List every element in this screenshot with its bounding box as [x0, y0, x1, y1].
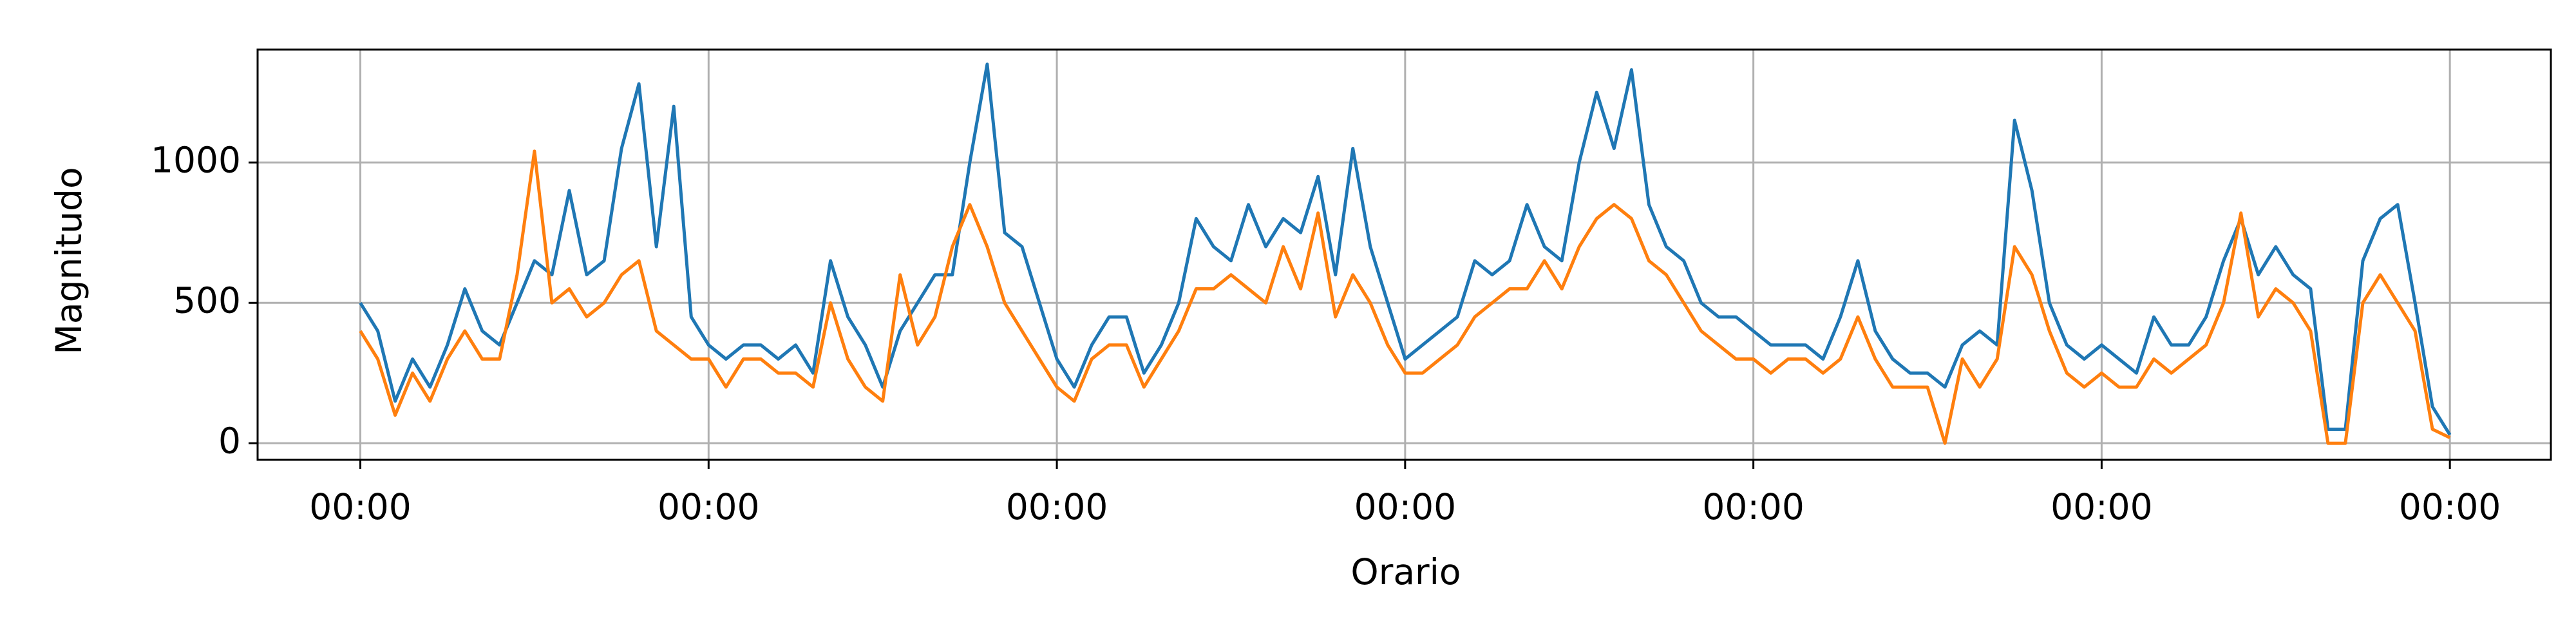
x-tick-label: 00:00 — [2399, 486, 2501, 527]
y-tick-label: 1000 — [151, 139, 241, 180]
x-tick-label: 00:00 — [1006, 486, 1108, 527]
x-axis-label: Orario — [1350, 551, 1461, 592]
x-tick-label: 00:00 — [2050, 486, 2153, 527]
x-tick-label: 00:00 — [309, 486, 412, 527]
y-tick-label: 0 — [218, 420, 241, 461]
series-line — [359, 149, 2451, 445]
series-line — [359, 62, 2452, 436]
plot-frame — [256, 48, 2552, 461]
y-tick-label: 500 — [173, 279, 241, 321]
y-axis-label: Magnitudo — [48, 167, 90, 354]
x-tick-label: 00:00 — [1702, 486, 1804, 527]
x-tick-label: 00:00 — [1354, 486, 1457, 527]
x-tick-label: 00:00 — [658, 486, 760, 527]
